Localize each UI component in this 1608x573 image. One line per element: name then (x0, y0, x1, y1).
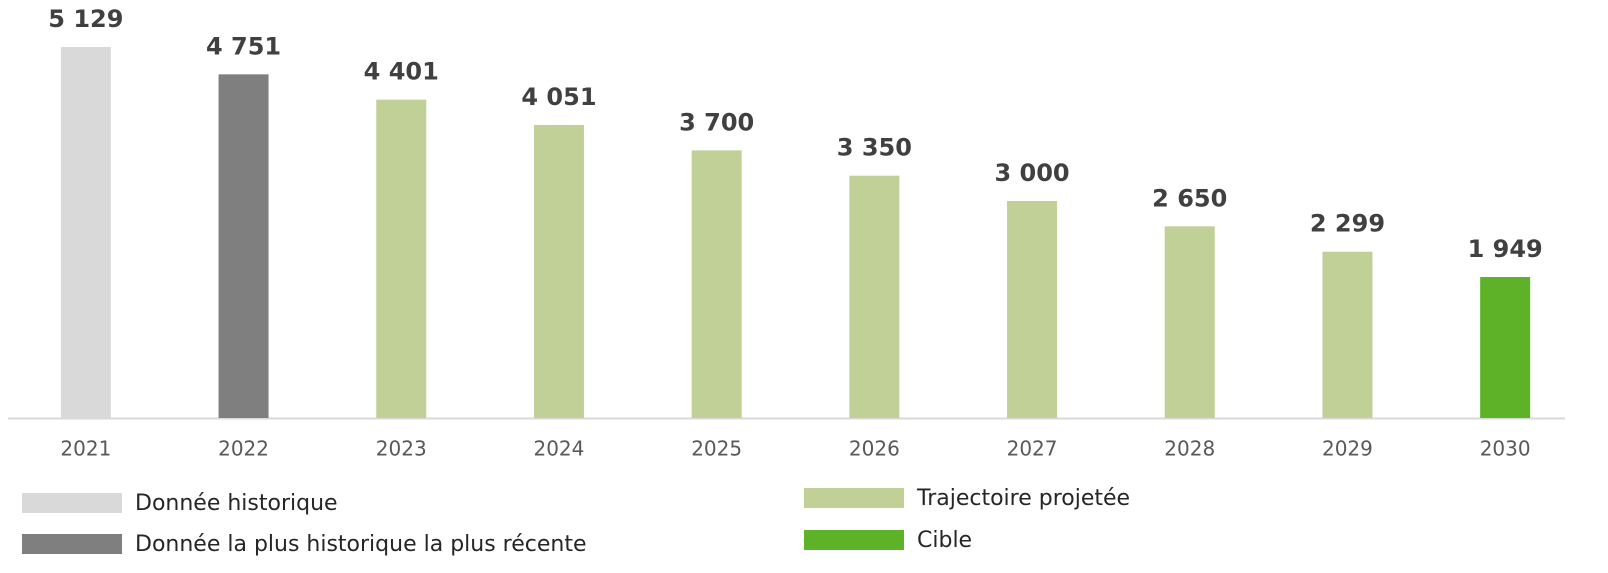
bar (1007, 200, 1058, 418)
bar (1164, 226, 1215, 418)
legend-label: Cible (917, 528, 972, 553)
x-tick-label: 2026 (849, 437, 900, 461)
bar (376, 99, 427, 418)
value-label: 3 350 (837, 134, 912, 162)
bar (849, 175, 900, 418)
legend-swatch (22, 534, 122, 554)
bar (1322, 251, 1373, 418)
bar (1480, 277, 1531, 418)
legend-swatch (804, 488, 904, 508)
x-tick-label: 2021 (60, 437, 111, 461)
value-label: 5 129 (48, 5, 123, 33)
legend-swatch (22, 493, 122, 513)
value-label: 4 751 (206, 32, 281, 60)
value-label: 4 051 (521, 83, 596, 111)
x-tick-label: 2027 (1007, 437, 1058, 461)
x-tick-label: 2030 (1480, 437, 1531, 461)
x-tick-label: 2029 (1322, 437, 1373, 461)
bar (60, 47, 111, 418)
legend-label: Donnée historique (135, 491, 338, 516)
legend-label: Donnée la plus historique la plus récent… (135, 532, 587, 557)
legend-swatch (804, 530, 904, 550)
x-tick-label: 2028 (1164, 437, 1215, 461)
value-label: 2 650 (1152, 184, 1227, 212)
bar (218, 74, 269, 419)
value-label: 2 299 (1310, 210, 1385, 238)
value-label: 1 949 (1468, 235, 1543, 263)
value-label: 4 401 (364, 58, 439, 86)
bar (533, 124, 584, 418)
value-label: 3 700 (679, 108, 754, 136)
value-label: 3 000 (994, 159, 1069, 187)
x-tick-label: 2023 (376, 437, 427, 461)
legend-label: Trajectoire projetée (916, 486, 1130, 511)
bar (691, 150, 742, 418)
x-tick-label: 2022 (218, 437, 269, 461)
x-tick-label: 2025 (691, 437, 742, 461)
x-tick-label: 2024 (533, 437, 584, 461)
